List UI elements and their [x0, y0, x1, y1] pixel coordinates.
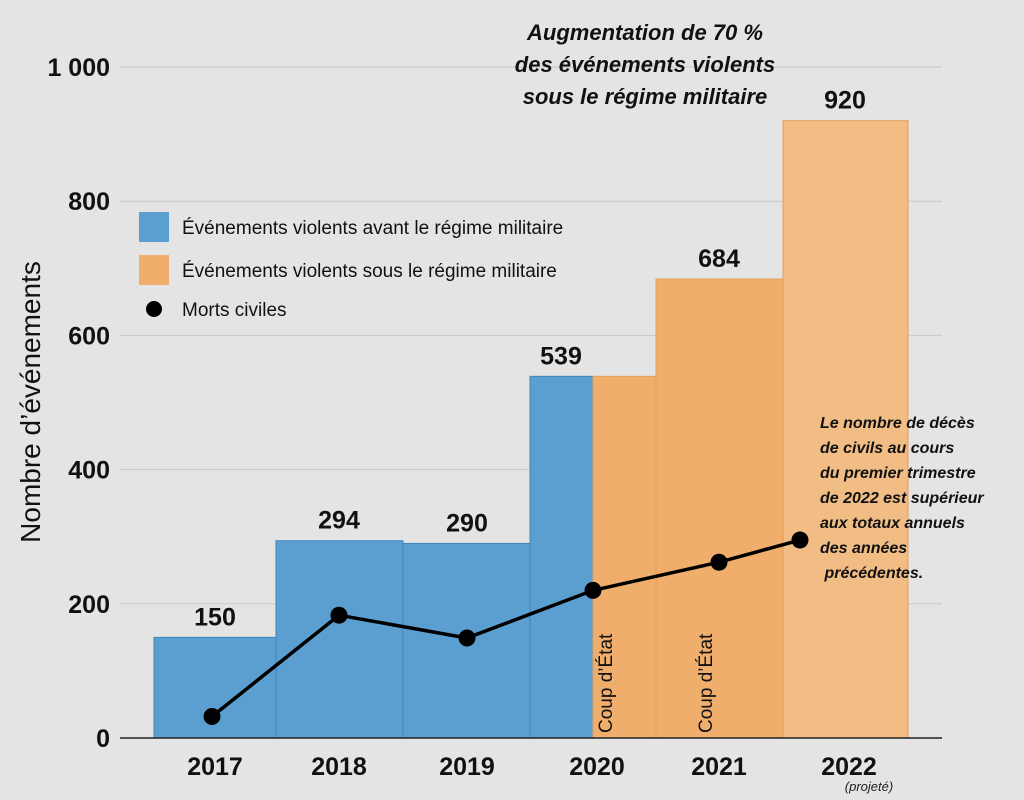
bar-2022 [782, 120, 909, 739]
legend-label-before: Événements violents avant le régime mili… [182, 218, 563, 239]
bar-value-label: 539 [540, 342, 582, 370]
y-axis-label: Nombre d’événements [15, 261, 46, 543]
civilian-deaths-point [330, 606, 348, 624]
x-tick-label: 2018 [311, 753, 367, 781]
bar-2020-avant-coup-d-tat- [529, 375, 594, 739]
bar-2018 [275, 540, 404, 739]
civilian-deaths-point [791, 531, 809, 549]
annotation-right-line-5: aux totaux annuels [820, 515, 965, 532]
x-tick-label: 2019 [439, 753, 495, 781]
coup-marker-2020: Coup d’État [596, 633, 617, 733]
annotation-right-line-3: du premier trimestre [820, 465, 976, 482]
legend: Événements violents avant le régime mili… [139, 212, 563, 321]
bar-value-label: 920 [824, 87, 866, 115]
annotation-top-line-2: des événements violents [515, 52, 775, 77]
y-tick-label: 400 [68, 457, 110, 485]
bar-2020-apr-s-coup-d-tat- [592, 375, 657, 739]
x-tick-label: 2017 [187, 753, 243, 781]
annotation-right-line-6: des années [820, 540, 907, 557]
bar-value-label: 294 [318, 507, 360, 535]
civilian-deaths-point [584, 581, 602, 599]
annotation-right: Le nombre de décès de civils au cours du… [820, 415, 984, 582]
bar-value-label: 290 [446, 509, 488, 537]
coup-marker-2021: Coup d’État [696, 633, 717, 733]
legend-swatch-before [139, 212, 169, 242]
annotation-right-line-7: précédentes. [820, 565, 923, 582]
projected-note: (projeté) [845, 779, 893, 794]
legend-label-under: Événements violents sous le régime milit… [182, 261, 557, 282]
y-tick-label: 600 [68, 322, 110, 350]
y-tick-label: 200 [68, 591, 110, 619]
legend-label-deaths: Morts civiles [182, 300, 287, 321]
civilian-deaths-line [210, 538, 801, 718]
bar-2021 [655, 278, 784, 739]
bar-value-label: 150 [194, 603, 236, 631]
x-tick-label: 2022 [821, 753, 877, 781]
legend-swatch-under [139, 255, 169, 285]
civilian-deaths-series [203, 531, 809, 726]
bar-value-label: 684 [698, 245, 740, 273]
bars: 150 294 290 539 684 920 [153, 87, 909, 739]
legend-marker-deaths [146, 301, 162, 317]
annotation-top-line-1: Augmentation de 70 % [526, 20, 763, 45]
annotation-top-line-3: sous le régime militaire [523, 84, 768, 109]
annotation-top: Augmentation de 70 % des événements viol… [515, 20, 775, 109]
x-tick-label: 2020 [569, 753, 625, 781]
civilian-deaths-point [203, 708, 221, 726]
y-tick-label: 800 [68, 188, 110, 216]
annotation-right-line-4: de 2022 est supérieur [820, 490, 984, 507]
civilian-deaths-point [710, 553, 728, 571]
x-tick-label: 2021 [691, 753, 747, 781]
y-tick-label: 0 [96, 725, 110, 753]
axes: 0 200 400 600 800 1 000 2017 2018 2019 2020 2021 20… [47, 54, 942, 781]
y-tick-label: 1 000 [47, 54, 110, 82]
annotation-right-line-2: de civils au cours [820, 440, 954, 457]
annotation-right-line-1: Le nombre de décès [820, 415, 975, 432]
civilian-deaths-point [458, 629, 476, 647]
